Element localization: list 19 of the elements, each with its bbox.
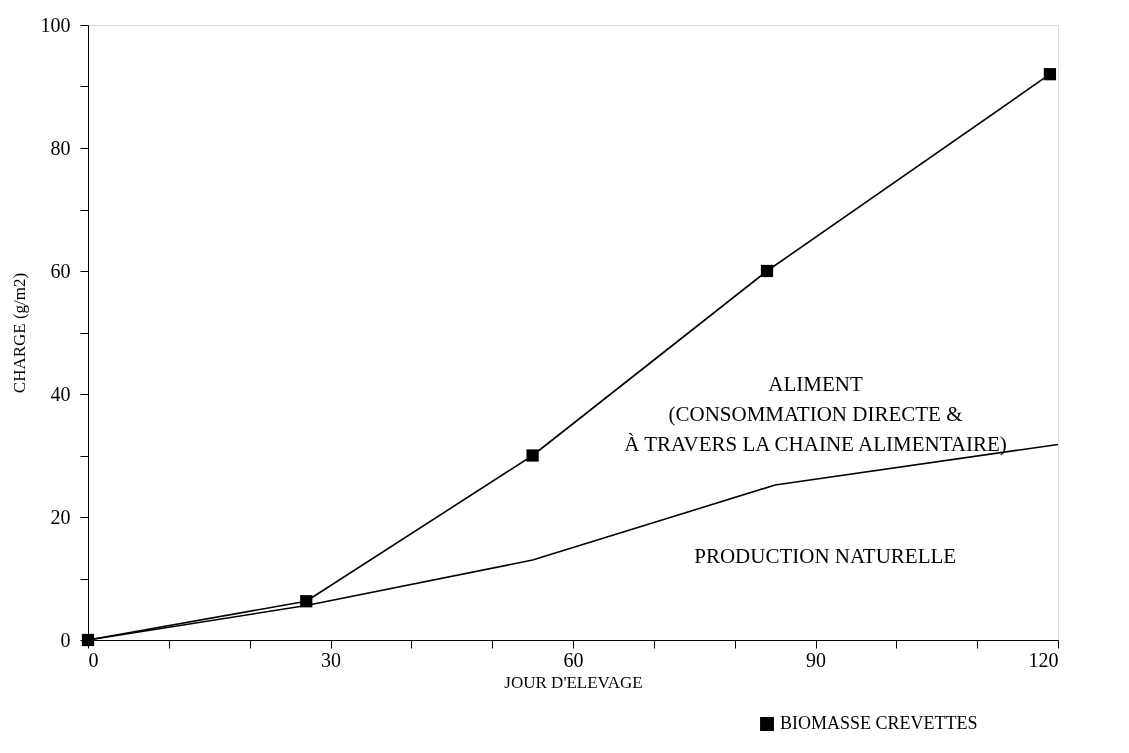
annotation: ALIMENT (CONSOMMATION DIRECTE & À TRAVERS LA CHAINE ALIMENTAIRE) — [624, 371, 1007, 456]
x-tick-label: 90 — [806, 648, 826, 671]
y-tick-label: 100 — [40, 13, 71, 36]
legend-label: BIOMASSE CREVETTES — [780, 713, 978, 733]
x-tick-label: 120 — [1028, 648, 1059, 671]
y-tick-label: 60 — [50, 259, 71, 282]
y-tick-label: 0 — [60, 628, 71, 651]
y-axis-title: CHARGE (g/m2) — [9, 272, 29, 394]
x-tick-label: 60 — [563, 648, 584, 671]
y-tick-label: 80 — [50, 136, 71, 159]
point — [760, 264, 774, 278]
y-tick-label: 40 — [50, 382, 71, 405]
x-tick-label: 0 — [88, 648, 99, 671]
x-axis-title: JOUR D'ELEVAGE — [504, 672, 643, 692]
point — [1043, 68, 1057, 81]
x-tick-label: 30 — [321, 648, 341, 671]
point — [526, 449, 539, 462]
y-tick-label: 20 — [50, 505, 71, 528]
annotation: PRODUCTION NATURELLE — [694, 543, 957, 568]
